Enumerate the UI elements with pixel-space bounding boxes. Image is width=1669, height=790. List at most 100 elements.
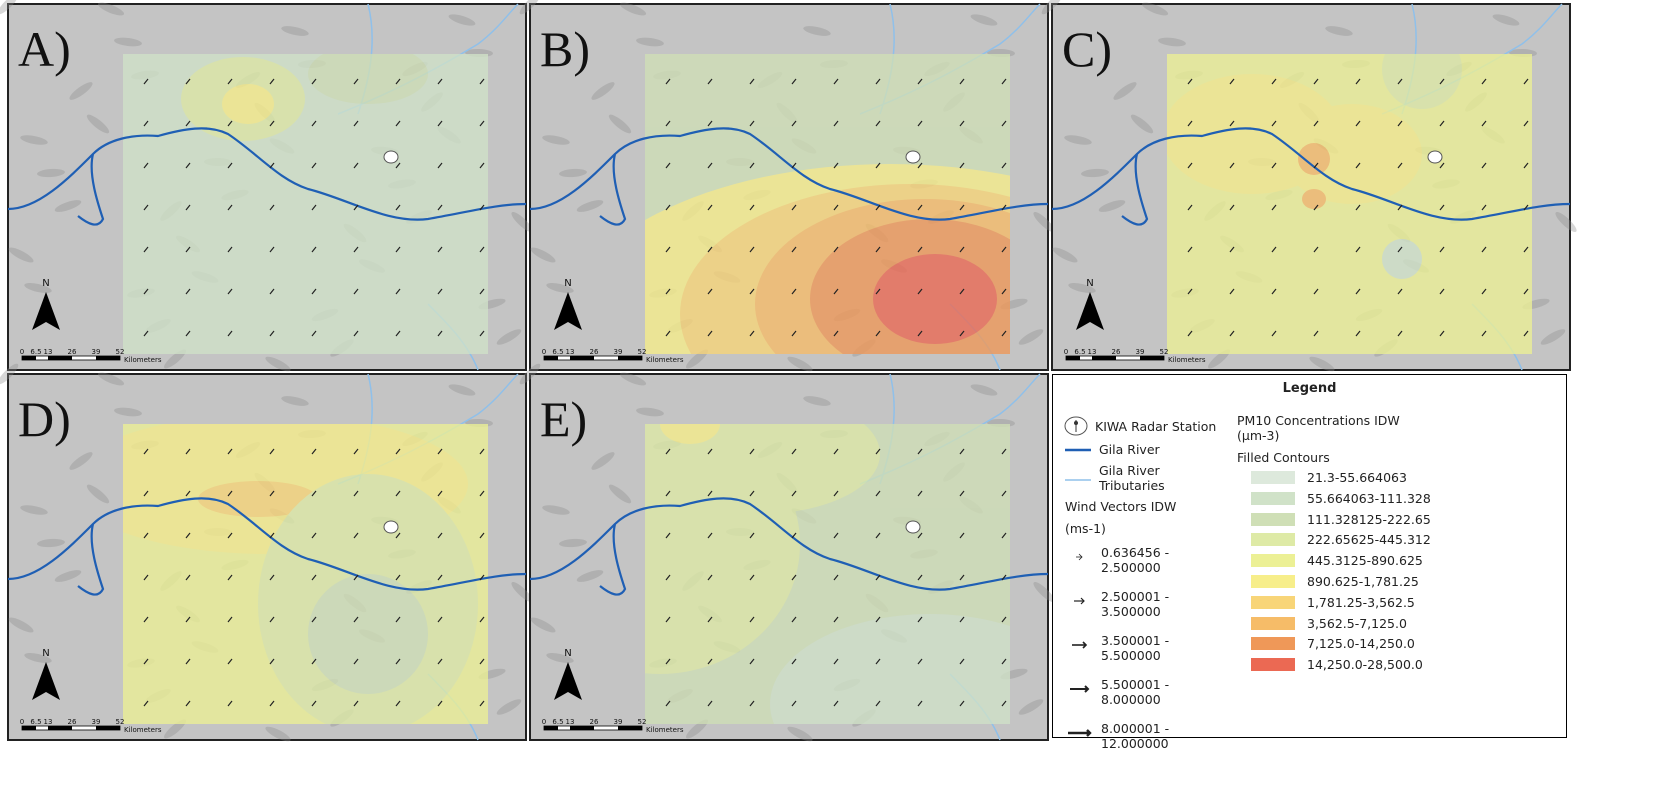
contour-label: 111.328125-222.65 — [1307, 512, 1431, 527]
panel-label: C) — [1062, 21, 1112, 77]
map-panel: C)N06.513263952Kilometers — [1039, 0, 1579, 374]
legend-pm-title: PM10 Concentrations IDW (μm-3) — [1237, 413, 1407, 443]
wind-arrow — [1065, 721, 1093, 741]
contour-label: 7,125.0-14,250.0 — [1307, 636, 1415, 651]
north-label: N — [564, 278, 571, 289]
contour-class: 3,562.5-7,125.0 — [1251, 616, 1407, 631]
tributary-swatch — [1065, 463, 1091, 493]
legend-river: Gila River — [1065, 442, 1160, 457]
scale-label: 13 — [566, 348, 575, 356]
wind-class: 3.500001 -5.500000 — [1065, 633, 1169, 663]
river-swatch — [1065, 445, 1091, 455]
wind-label-line: 3.500001 - — [1101, 633, 1169, 648]
scale-label: 26 — [590, 718, 599, 726]
legend-tributaries: Gila River Tributaries — [1065, 463, 1225, 493]
contour-label: 890.625-1,781.25 — [1307, 574, 1419, 589]
radar-station — [906, 521, 920, 533]
contour-swatch — [1251, 513, 1295, 526]
panel-label: E) — [540, 391, 587, 447]
scale-label: 13 — [44, 348, 53, 356]
legend-wind-unit: (ms-1) — [1065, 521, 1106, 536]
scale-label: 26 — [68, 348, 77, 356]
legend-text: Gila River — [1099, 442, 1160, 457]
scale-label: 13 — [44, 718, 53, 726]
scale-label: 52 — [116, 718, 125, 726]
wind-arrow — [1065, 677, 1093, 697]
contour-fill — [308, 574, 428, 694]
map-panel: A)N06.513263952Kilometers — [0, 0, 535, 374]
contour-label: 1,781.25-3,562.5 — [1307, 595, 1415, 610]
scale-bar-segment — [48, 726, 72, 730]
wind-class: 2.500001 -3.500000 — [1065, 589, 1169, 619]
scale-label: 26 — [1112, 348, 1121, 356]
scale-unit: Kilometers — [124, 726, 162, 734]
scale-unit: Kilometers — [124, 356, 162, 364]
radar-station — [1428, 151, 1442, 163]
radar-station — [384, 151, 398, 163]
scale-label: 26 — [68, 718, 77, 726]
scale-bar-segment — [1140, 356, 1164, 360]
north-label: N — [42, 648, 49, 659]
contour-class: 21.3-55.664063 — [1251, 470, 1407, 485]
contour-label: 14,250.0-28,500.0 — [1307, 657, 1423, 672]
wind-class: 8.000001 -12.000000 — [1065, 721, 1169, 751]
wind-label: 0.636456 -2.500000 — [1101, 545, 1169, 575]
wind-label-line: 0.636456 - — [1101, 545, 1169, 560]
scale-label: 6.5 — [1074, 348, 1085, 356]
wind-class: 5.500001 -8.000000 — [1065, 677, 1169, 707]
radar-station — [384, 521, 398, 533]
contour-class: 14,250.0-28,500.0 — [1251, 657, 1423, 672]
wind-label-line: 2.500001 - — [1101, 589, 1169, 604]
north-label: N — [42, 278, 49, 289]
scale-bar-segment — [544, 356, 558, 360]
scale-bar-segment — [618, 726, 642, 730]
radar-station — [906, 151, 920, 163]
scale-bar-segment — [618, 356, 642, 360]
scale-unit: Kilometers — [1168, 356, 1206, 364]
legend-contour-title: Filled Contours — [1237, 450, 1330, 465]
scale-label: 52 — [116, 348, 125, 356]
contour-swatch — [1251, 575, 1295, 588]
panel-label: D) — [18, 391, 71, 447]
contour-swatch — [1251, 533, 1295, 546]
scale-unit: Kilometers — [646, 726, 684, 734]
legend-title: Legend — [1053, 381, 1566, 396]
contour-swatch — [1251, 617, 1295, 630]
wind-label: 2.500001 -3.500000 — [1101, 589, 1169, 619]
north-label: N — [564, 648, 571, 659]
contour-fill — [222, 84, 274, 124]
scale-label: 39 — [92, 348, 101, 356]
radar-icon — [1063, 415, 1089, 437]
scale-label: 6.5 — [30, 718, 41, 726]
scale-bar-segment — [96, 726, 120, 730]
contour-fill — [123, 54, 488, 354]
north-label: N — [1086, 278, 1093, 289]
scale-label: 52 — [638, 348, 647, 356]
scale-label: 39 — [614, 718, 623, 726]
scale-bar-segment — [96, 356, 120, 360]
scale-label: 52 — [638, 718, 647, 726]
contour-class: 222.65625-445.312 — [1251, 532, 1431, 547]
wind-arrow — [1065, 633, 1093, 653]
scale-label: 13 — [1088, 348, 1097, 356]
contour-swatch — [1251, 637, 1295, 650]
scale-label: 0 — [1064, 348, 1068, 356]
legend-wind-title: Wind Vectors IDW — [1065, 499, 1176, 514]
contour-swatch — [1251, 596, 1295, 609]
contour-layer — [123, 44, 488, 354]
contour-swatch — [1251, 492, 1295, 505]
wind-label: 5.500001 -8.000000 — [1101, 677, 1169, 707]
wind-label-line: 5.500001 - — [1101, 677, 1169, 692]
scale-label: 6.5 — [552, 348, 563, 356]
wind-label-line: 8.000000 — [1101, 692, 1169, 707]
scale-unit: Kilometers — [646, 356, 684, 364]
scale-label: 0 — [542, 718, 546, 726]
contour-swatch — [1251, 554, 1295, 567]
contour-label: 21.3-55.664063 — [1307, 470, 1407, 485]
scale-label: 39 — [1136, 348, 1145, 356]
wind-label: 3.500001 -5.500000 — [1101, 633, 1169, 663]
contour-class: 445.3125-890.625 — [1251, 553, 1423, 568]
scale-label: 26 — [590, 348, 599, 356]
contour-fill — [873, 254, 997, 344]
